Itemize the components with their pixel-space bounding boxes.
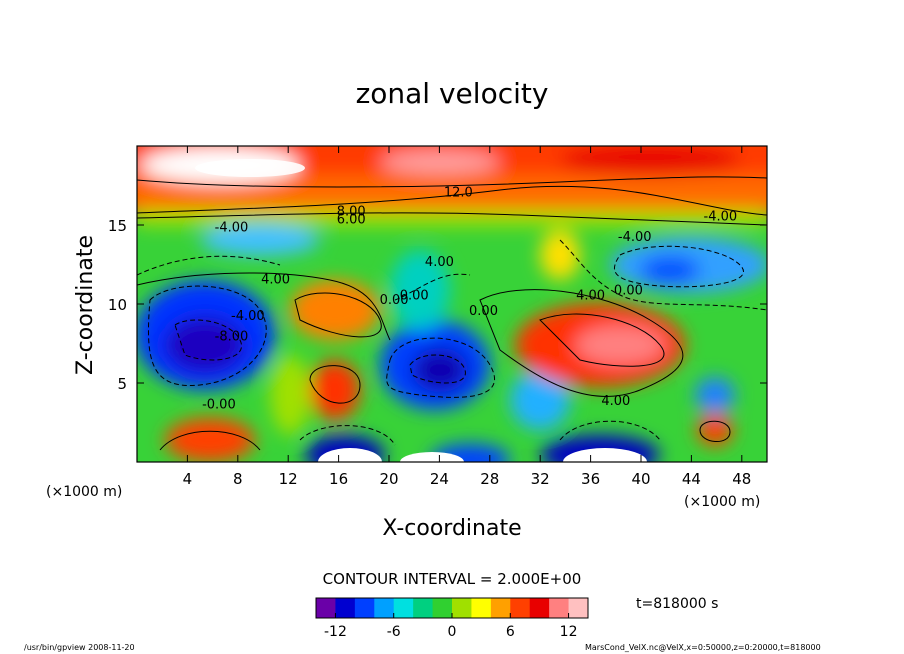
colorbar-swatch [471,598,492,618]
footer-left: /usr/bin/gpview 2008-11-20 [24,643,135,652]
x-tick-label: 32 [531,470,550,488]
colorbar-swatch [354,598,375,618]
colorbar-ticks: -12 -6 0 6 12 [324,613,577,640]
x-tick-label: 36 [581,470,600,488]
x-tick-label: 28 [480,470,499,488]
contour-label: -0.00 [202,397,236,412]
x-tick-label: 44 [682,470,701,488]
contour-interval-text: CONTOUR INTERVAL = 2.000E+00 [323,570,582,588]
colorbar-swatch [529,598,550,618]
colorbar-swatch [490,598,511,618]
colorbar [315,597,589,619]
contour-label: 4.00 [576,288,605,303]
contour-lines-dashed [137,239,767,446]
x-tick-label: 20 [379,470,398,488]
footer-right: MarsCond_VelX.nc@VelX,x=0:50000,z=0:2000… [585,643,821,652]
x-axis-unit-label: (×1000 m) [46,484,122,500]
x-tick-label: 4 [183,470,193,488]
y-axis-label: Z-coordinate [73,235,98,375]
contour-label: -4.00 [231,309,265,324]
contour-label: 0.00 [380,293,409,308]
colorbar-swatch [335,598,356,618]
colorbar-swatch [432,598,453,618]
y-axis-ticks: 5 10 15 [108,217,767,393]
x-axis-ticks: 4 8 12 16 20 24 28 32 36 40 44 48 [183,146,751,488]
contour-label: 0.00 [614,284,643,299]
contour-label: 4.00 [425,255,454,270]
x-tick-label: 48 [732,470,751,488]
contour-label: -4.00 [215,220,249,235]
y-tick-label: 10 [108,296,127,314]
y-tick-label: 5 [117,375,127,393]
colorbar-swatch [452,598,472,618]
x-tick-label: 16 [329,470,348,488]
colorbar-tick-label: 6 [506,624,515,640]
colorbar-swatch [549,598,570,618]
y-tick-label: 15 [108,217,127,235]
contour-label: -4.00 [704,209,738,224]
plot-area [137,146,767,462]
contour-label: 12.0 [444,186,473,201]
contour-label: 8.00 [337,205,366,220]
contour-labels: 12.08.006.00-4.00-4.00-4.004.004.000.000… [202,186,737,413]
x-axis-label: X-coordinate [382,516,521,541]
contour-label: 0.00 [400,288,429,303]
colorbar-tick-label: -6 [387,624,401,640]
contour-lines [137,176,767,451]
colorbar-tick-label: 0 [448,624,457,640]
chart-title: zonal velocity [356,77,549,110]
colorbar-swatch [374,598,395,618]
x-tick-label: 8 [233,470,243,488]
contour-label: -4.00 [618,230,652,245]
colorbar-swatch [393,598,414,618]
contour-label: 6.00 [337,212,366,227]
time-label: t=818000 s [636,596,718,612]
contour-label: -8.00 [215,329,249,344]
contour-label: 4.00 [601,394,630,409]
colorbar-tick-label: -12 [324,624,347,640]
z-axis-unit-label: (×1000 m) [684,494,760,510]
contour-label: 4.00 [261,272,290,287]
x-tick-label: 12 [279,470,298,488]
colorbar-swatch [316,598,336,618]
colorbar-tick-label: 12 [560,624,578,640]
x-tick-label: 24 [430,470,449,488]
colorbar-swatch [413,598,434,618]
x-tick-label: 40 [631,470,650,488]
colorbar-swatch [510,598,531,618]
contour-label: 0.00 [469,304,498,319]
colorbar-swatch [568,598,589,618]
